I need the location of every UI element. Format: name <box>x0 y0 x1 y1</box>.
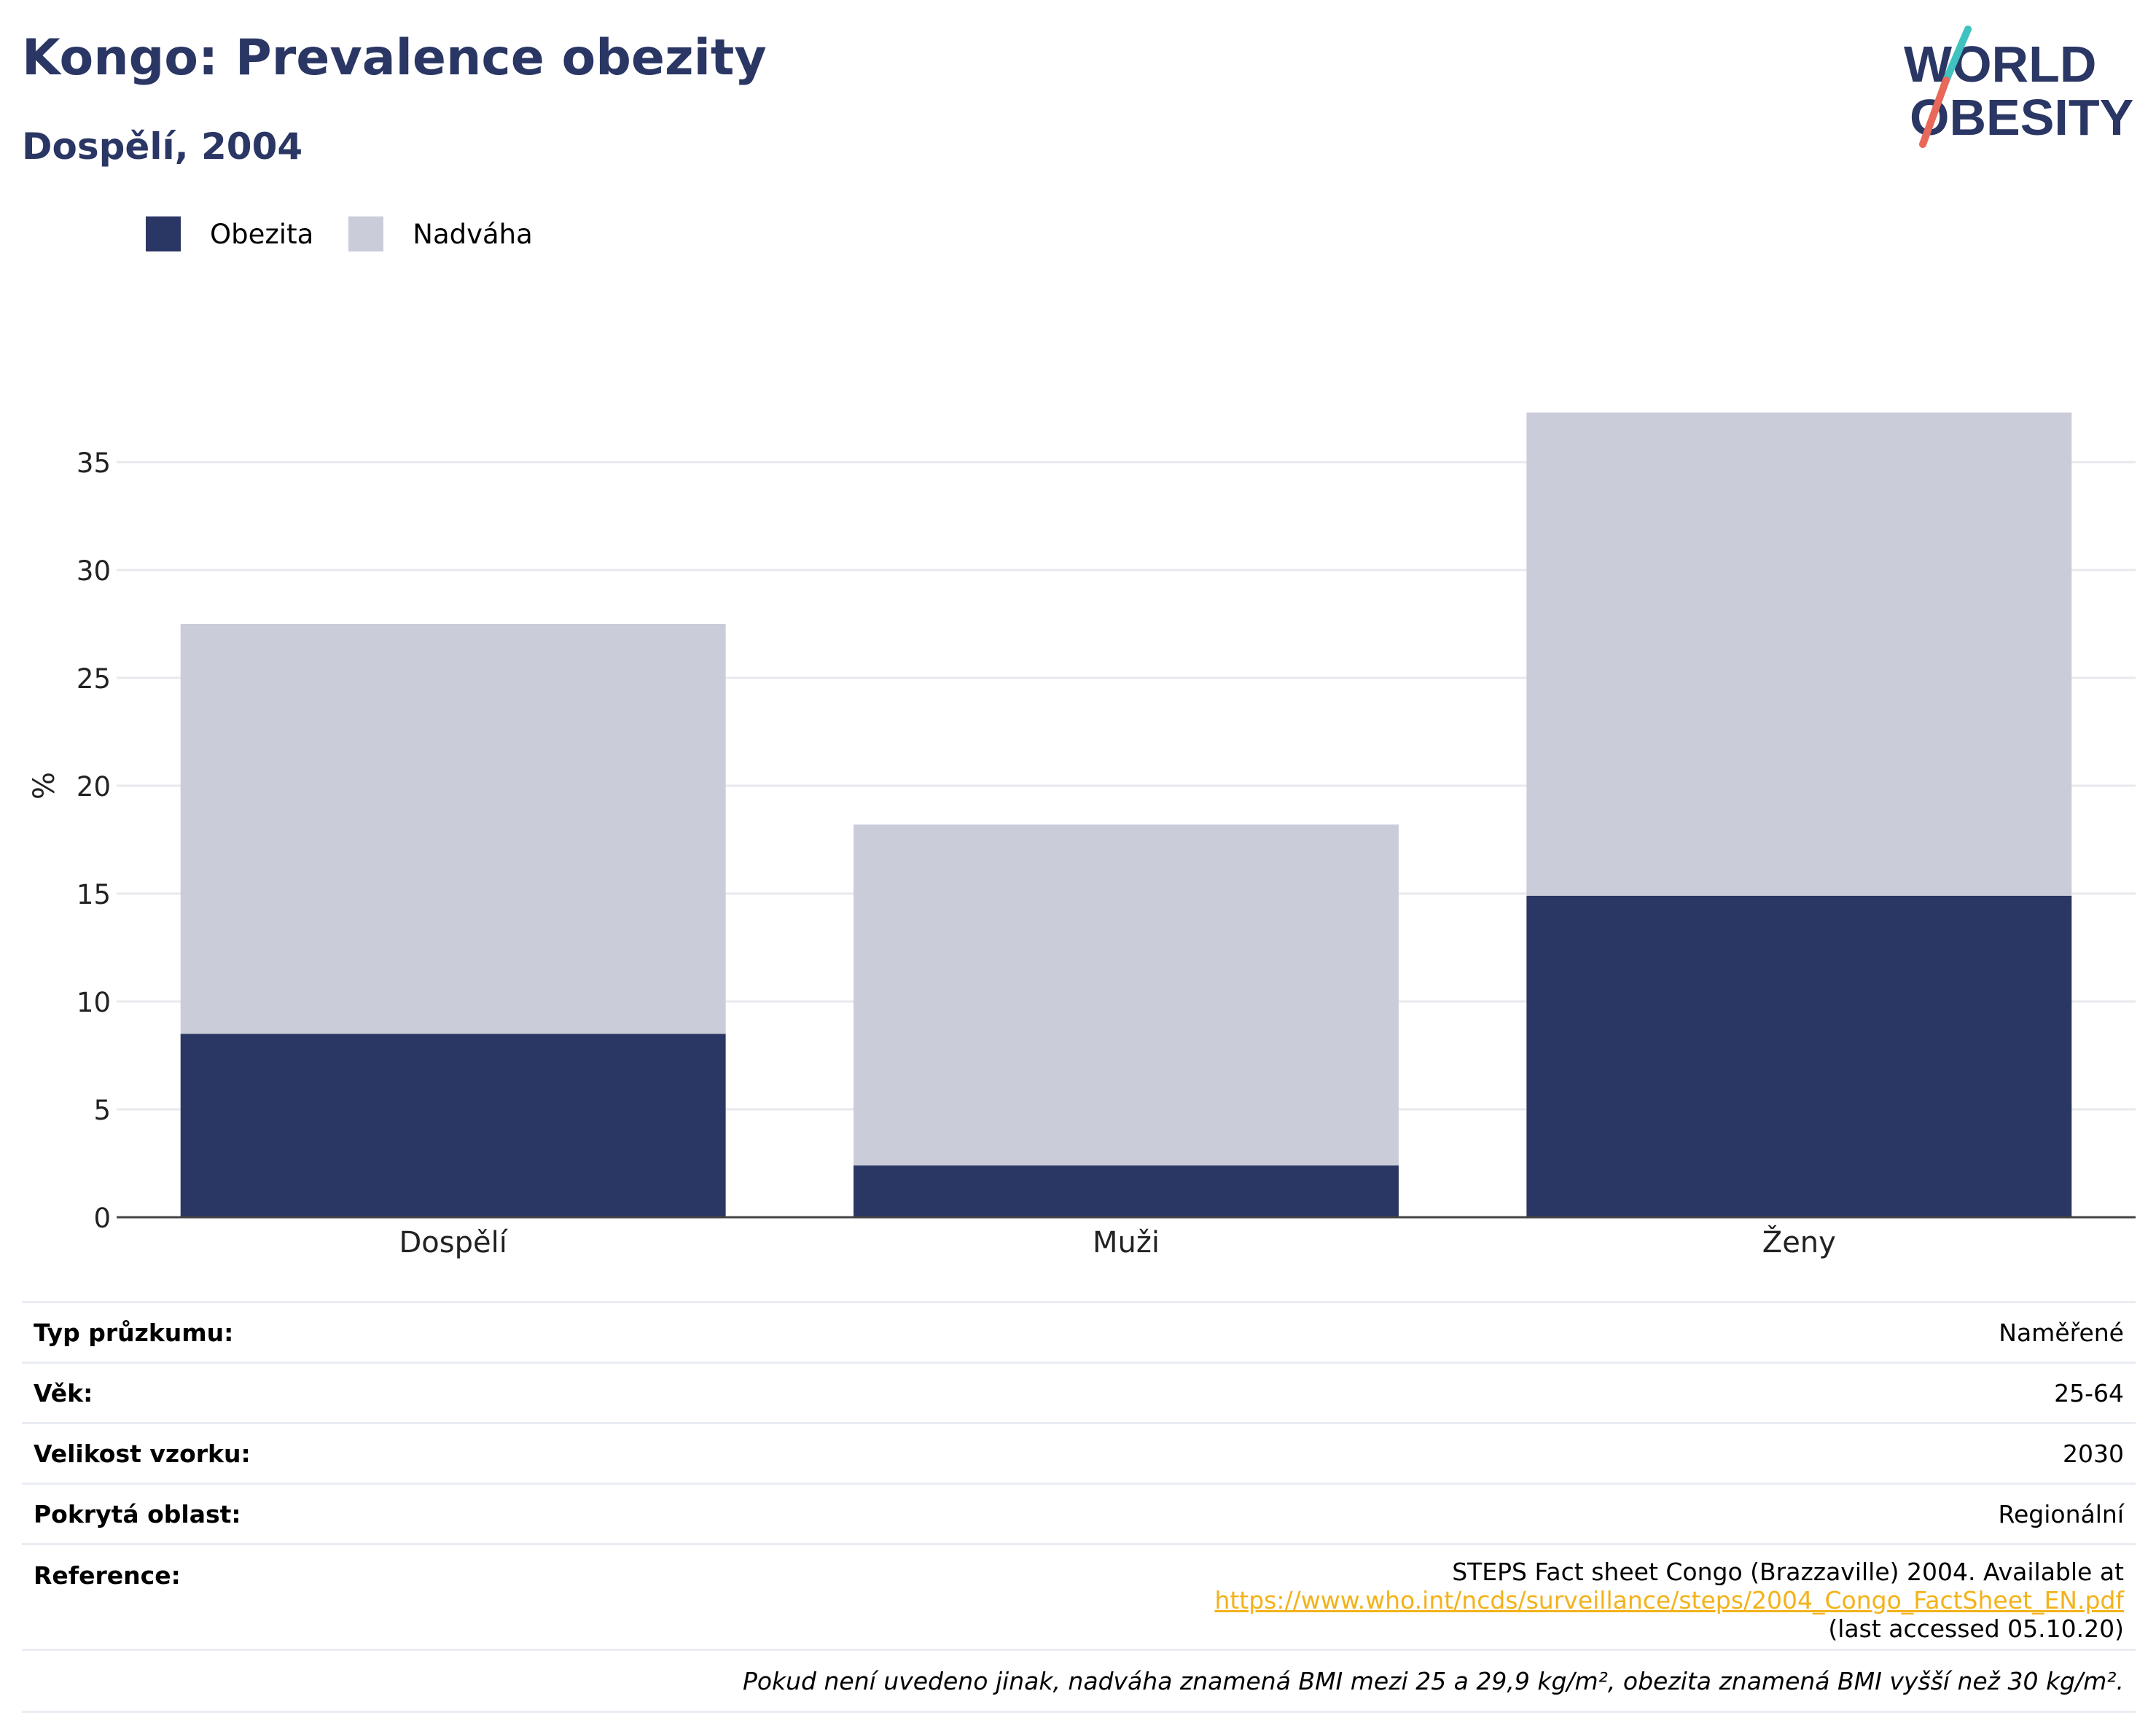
info-row-sample: Velikost vzorku: 2030 <box>22 1422 2136 1484</box>
info-label: Pokrytá oblast: <box>22 1483 555 1544</box>
legend-label-overweight: Nadváha <box>413 218 533 250</box>
y-tick-label: 10 <box>77 987 111 1018</box>
logo-teal-stroke <box>1942 26 1972 84</box>
logo-red-stroke <box>1919 77 1950 148</box>
reference-link[interactable]: https://www.who.int/ncds/surveillance/st… <box>1214 1585 2124 1614</box>
info-row-area: Pokrytá oblast: Regionální <box>22 1483 2136 1544</box>
info-row-survey-type: Typ průzkumu: Naměřené <box>22 1301 2136 1363</box>
info-value: Regionální <box>555 1483 2136 1544</box>
bar-obesity-0 <box>180 1034 726 1217</box>
bar-obesity-2 <box>1526 895 2072 1217</box>
y-tick-label: 5 <box>93 1095 111 1126</box>
bar-overweight-2 <box>1526 412 2072 896</box>
reference-accessed: (last accessed 05.10.20) <box>1828 1614 2124 1643</box>
legend-item-overweight[interactable]: Nadváha <box>348 216 533 251</box>
y-tick-label: 15 <box>77 879 111 910</box>
legend-swatch-obesity <box>146 216 181 251</box>
survey-info-table: Typ průzkumu: Naměřené Věk: 25-64 Veliko… <box>22 1301 2136 1713</box>
info-label: Velikost vzorku: <box>22 1422 555 1484</box>
stacked-bar-chart: 0 5 10 15 20 25 30 35% Dospělí Muži Ženy <box>28 412 2136 1260</box>
info-value: STEPS Fact sheet Congo (Brazzaville) 200… <box>555 1543 2136 1650</box>
chart-title: Kongo: Prevalence obezity <box>22 29 767 87</box>
info-row-reference: Reference: STEPS Fact sheet Congo (Brazz… <box>22 1543 2136 1650</box>
chart-subtitle: Dospělí, 2004 <box>22 125 303 168</box>
x-tick-label: Muži <box>1093 1226 1160 1260</box>
info-label: Věk: <box>22 1362 555 1423</box>
info-value: Naměřené <box>555 1301 2136 1363</box>
x-tick-label: Ženy <box>1762 1225 1836 1260</box>
y-tick-label: 0 <box>93 1203 111 1234</box>
bar-overweight-1 <box>854 824 1399 1165</box>
info-label: Reference: <box>22 1543 555 1650</box>
y-axis-label: % <box>28 772 61 800</box>
chart-legend: Obezita Nadváha <box>146 216 568 251</box>
logo-line1: WORLD <box>1904 36 2096 93</box>
info-row-age: Věk: 25-64 <box>22 1362 2136 1423</box>
world-obesity-logo: WORLD OBESITY <box>1904 26 2133 148</box>
bar-overweight-0 <box>180 624 726 1034</box>
x-tick-label: Dospělí <box>399 1226 508 1260</box>
y-tick-label: 35 <box>77 448 111 479</box>
y-tick-label: 30 <box>77 555 111 587</box>
bar-obesity-1 <box>854 1165 1399 1217</box>
info-label: Typ průzkumu: <box>22 1301 555 1363</box>
reference-text: STEPS Fact sheet Congo (Brazzaville) 200… <box>1452 1557 2124 1586</box>
info-row-footnote: Pokud není uvedeno jinak, nadváha znamen… <box>22 1649 2136 1713</box>
info-value: 25-64 <box>555 1362 2136 1423</box>
info-value: 2030 <box>555 1422 2136 1484</box>
legend-label-obesity: Obezita <box>210 218 314 250</box>
legend-swatch-overweight <box>348 216 384 251</box>
logo-line2: OBESITY <box>1910 89 2133 146</box>
y-tick-label: 25 <box>77 663 111 695</box>
footnote: Pokud není uvedeno jinak, nadváha znamen… <box>22 1649 2136 1713</box>
y-tick-label: 20 <box>77 771 111 802</box>
legend-item-obesity[interactable]: Obezita <box>146 216 313 251</box>
